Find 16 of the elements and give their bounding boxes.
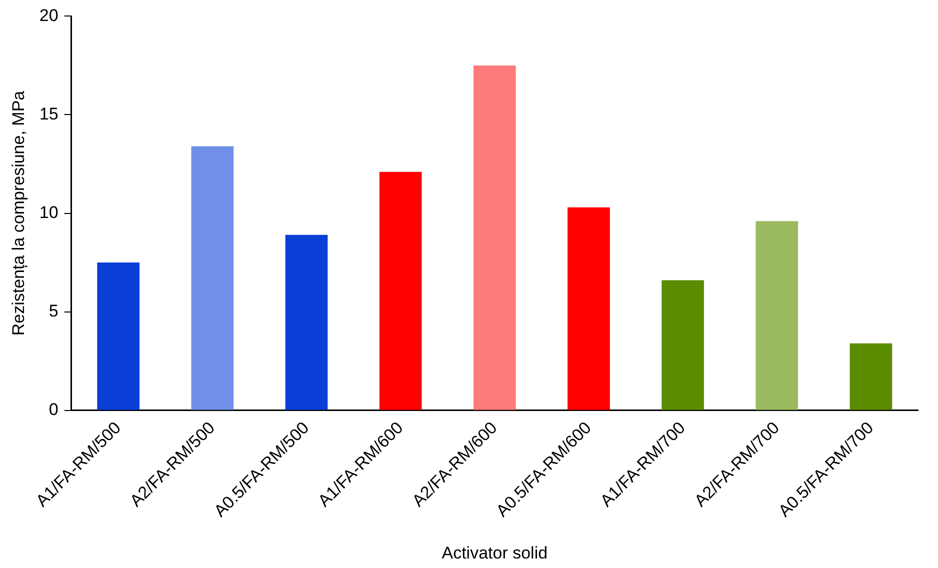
bar (756, 221, 798, 410)
bar (568, 207, 610, 410)
y-tick-label: 20 (39, 6, 58, 25)
y-tick-label: 10 (39, 202, 58, 222)
y-tick-label: 0 (48, 400, 58, 420)
bar (473, 65, 516, 410)
bar (850, 343, 892, 410)
y-tick-label: 15 (39, 104, 58, 124)
bar (379, 172, 422, 410)
bar (97, 262, 140, 410)
y-axis-title: Rezistența la compresiune, MPa (8, 90, 28, 336)
y-tick-label: 5 (48, 301, 58, 320)
bar (191, 146, 234, 410)
bar (662, 280, 704, 410)
x-axis-title: Activator solid (442, 543, 548, 562)
bar (285, 234, 328, 410)
